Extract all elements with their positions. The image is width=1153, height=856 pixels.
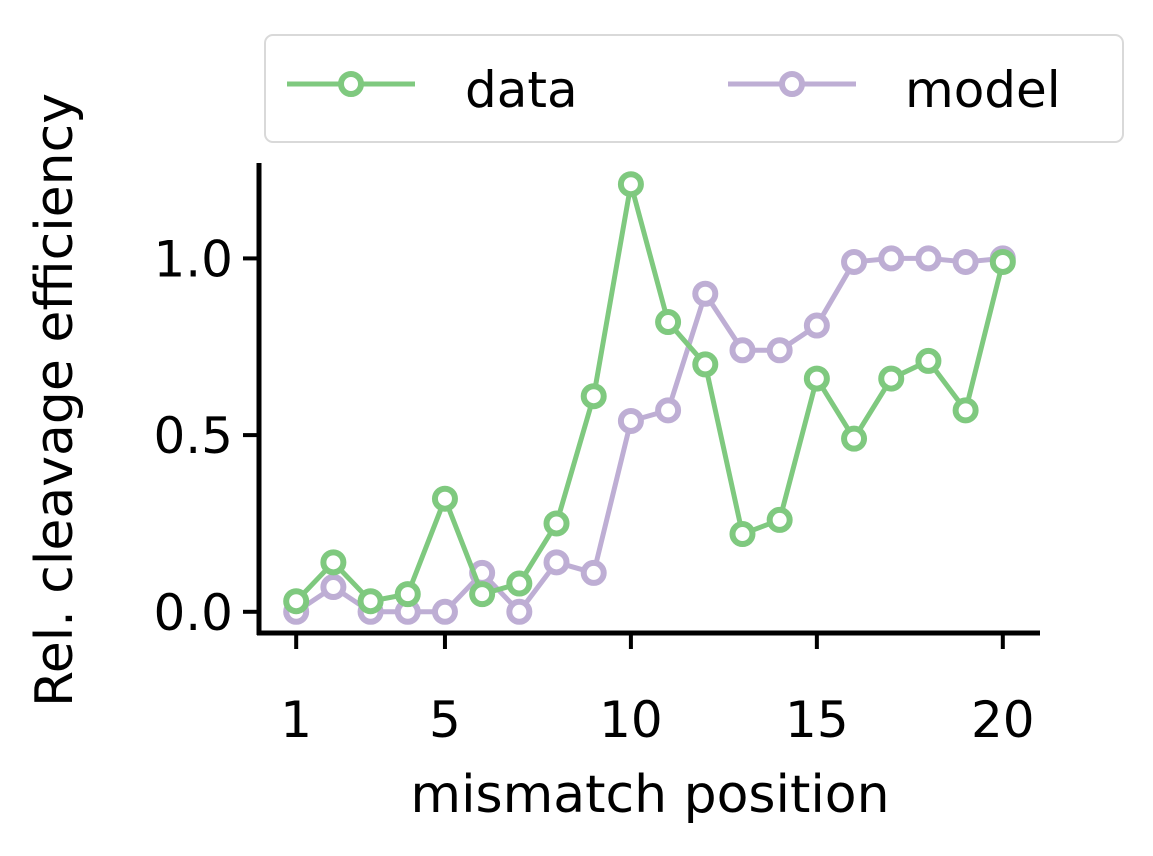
data-point-model: [878, 245, 905, 272]
legend-marker-data: [338, 71, 364, 97]
data-point-data: [989, 248, 1016, 275]
y-axis-label: Rel. cleavage efficiency: [25, 93, 85, 707]
data-point-model: [617, 407, 644, 434]
data-point-data: [803, 365, 830, 392]
series-layer: [283, 171, 1016, 625]
data-point-model: [803, 312, 830, 339]
data-point-data: [431, 485, 458, 512]
data-point-data: [655, 309, 682, 336]
series-model: [283, 245, 1016, 625]
data-point-data: [320, 549, 347, 576]
x-ticks: 1 5 10 15 20: [280, 633, 1035, 749]
series-line-model: [294, 255, 1004, 615]
legend-entry-model: model: [728, 61, 1061, 119]
data-point-data: [357, 588, 384, 615]
data-point-data: [952, 397, 979, 424]
data-point-data: [580, 383, 607, 410]
data-point-data: [766, 506, 793, 533]
legend-entry-data: data: [287, 61, 578, 119]
data-point-model: [655, 397, 682, 424]
data-point-data: [692, 351, 719, 378]
data-point-model: [915, 245, 942, 272]
data-point-model: [580, 559, 607, 586]
legend-frame: [264, 34, 1124, 143]
data-point-model: [952, 248, 979, 275]
data-point-model: [431, 598, 458, 625]
data-point-data: [394, 581, 421, 608]
data-point-data: [729, 521, 756, 548]
data-point-data: [841, 425, 868, 452]
x-tick-label: 15: [785, 691, 849, 749]
series-data: [283, 171, 1016, 615]
data-point-data: [878, 365, 905, 392]
data-point-data: [543, 510, 570, 537]
legend: data model: [264, 34, 1124, 143]
legend-label-model: model: [905, 61, 1061, 119]
x-tick-label: 1: [280, 691, 312, 749]
legend-marker-model: [779, 71, 805, 97]
x-axis-label: mismatch position: [410, 765, 889, 825]
data-point-data: [469, 581, 496, 608]
x-tick-label: 20: [971, 691, 1035, 749]
data-point-data: [283, 588, 310, 615]
legend-label-data: data: [465, 61, 578, 119]
data-point-model: [543, 549, 570, 576]
y-ticks: 0.0 0.5 1.0: [153, 230, 259, 642]
y-tick-label: 0.5: [153, 407, 233, 465]
y-tick-label: 1.0: [153, 230, 233, 288]
data-point-data: [506, 570, 533, 597]
x-tick-label: 5: [429, 691, 461, 749]
data-point-model: [506, 598, 533, 625]
data-point-model: [729, 337, 756, 364]
data-point-model: [841, 248, 868, 275]
data-point-data: [915, 347, 942, 374]
data-point-model: [320, 574, 347, 601]
data-point-data: [617, 171, 644, 198]
data-point-model: [766, 337, 793, 364]
y-tick-label: 0.0: [153, 584, 233, 642]
x-tick-label: 10: [599, 691, 663, 749]
data-point-model: [692, 280, 719, 307]
